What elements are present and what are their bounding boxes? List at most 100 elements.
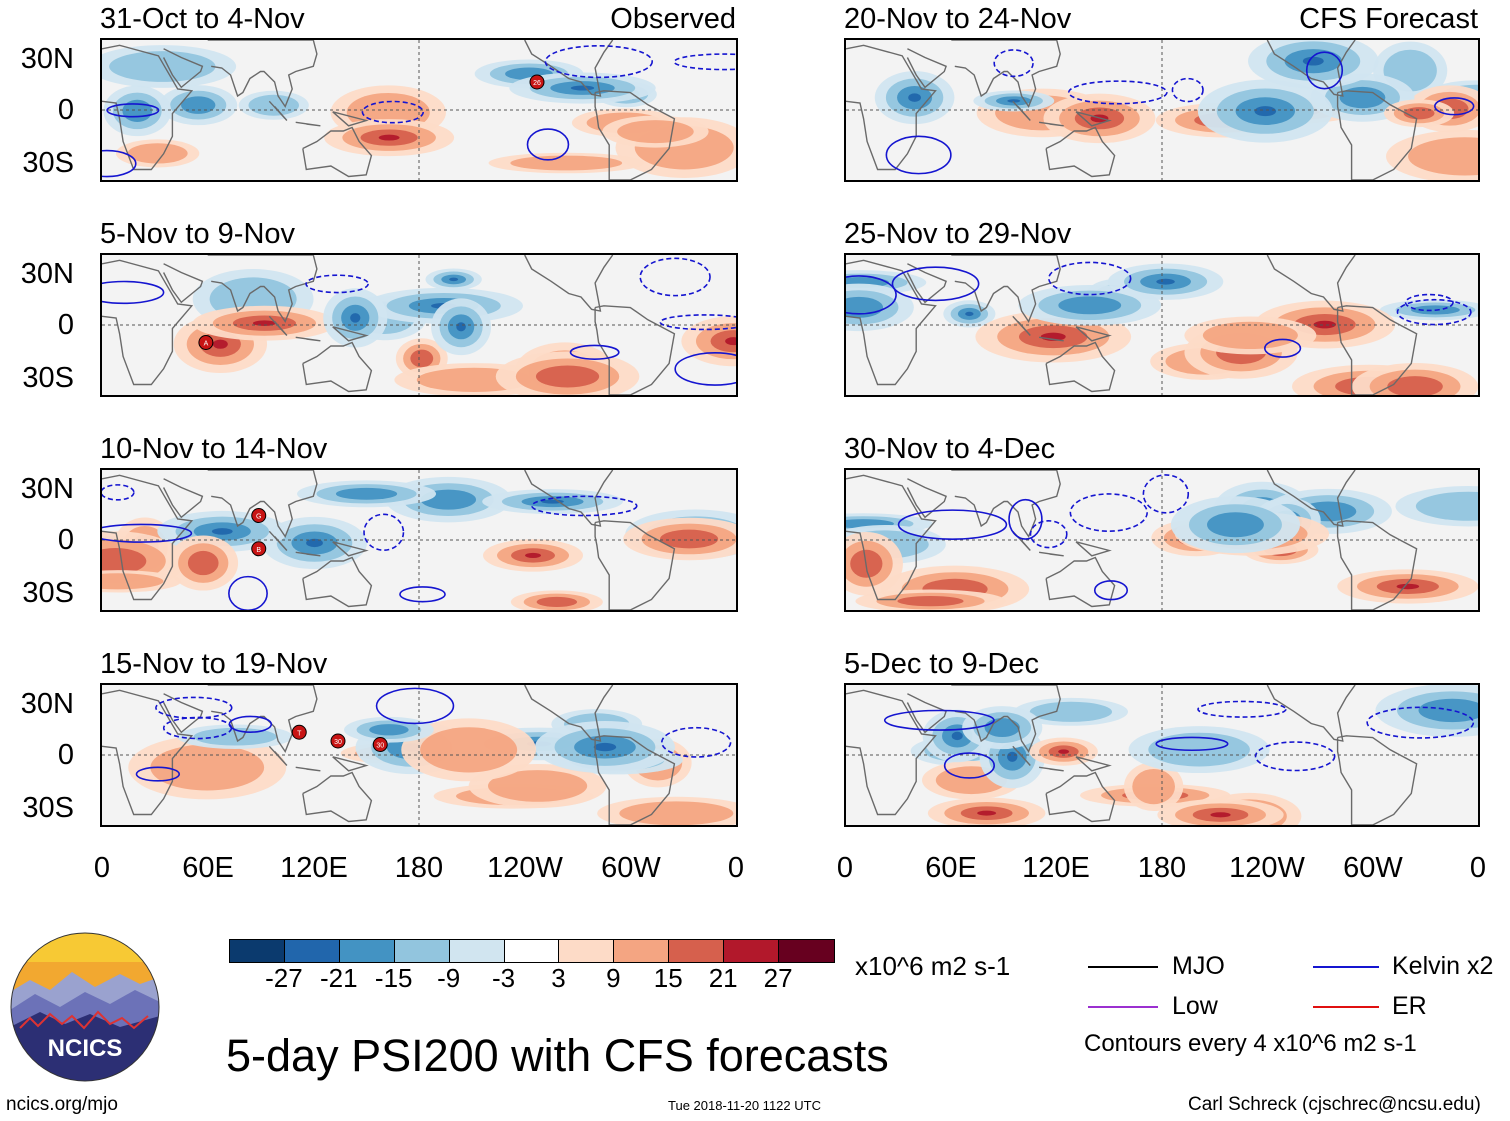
legend-kelvin-label: Kelvin x2 [1392, 952, 1494, 980]
coastline [332, 111, 369, 127]
anomaly-blob [410, 349, 434, 368]
kelvin-contour [363, 513, 405, 552]
anomaly-blob [660, 529, 719, 549]
kelvin-contour [106, 103, 160, 118]
coastline [162, 478, 204, 519]
coastline [1039, 766, 1064, 772]
storm-label: 30 [376, 743, 384, 750]
colorbar-units: x10^6 m2 s-1 [855, 951, 1011, 981]
coastline [951, 470, 1061, 538]
coastline [295, 766, 321, 772]
anomaly-blob [369, 724, 409, 736]
kelvin-contour [1305, 51, 1344, 90]
anomaly-blob [908, 93, 921, 102]
ncics-logo: NCICS [10, 932, 160, 1082]
coastline [1336, 520, 1418, 610]
kelvin-contours [102, 257, 736, 386]
coastline [1336, 90, 1418, 180]
kelvin-contour [1093, 580, 1129, 601]
coastline [1336, 735, 1418, 825]
map-field-7 [846, 470, 1478, 610]
coastline [302, 771, 373, 823]
coastline [1266, 470, 1356, 527]
coastline [332, 326, 369, 342]
map-field-1: 26 [102, 40, 736, 180]
anomaly-blob [1403, 107, 1435, 120]
kelvin-contour [102, 484, 135, 501]
coastline [1075, 756, 1112, 772]
anomaly-blob [510, 155, 623, 171]
kelvin-contour [674, 352, 736, 386]
colorbar-swatch [504, 940, 560, 962]
colorbar-tick-label: 21 [708, 963, 738, 993]
lon-label-0: 0 [93, 852, 111, 884]
coastline [906, 478, 947, 519]
anomaly-blob [487, 770, 588, 802]
legend-mjo-line [1088, 966, 1158, 968]
colorbar-swatch [669, 940, 725, 962]
coastline [268, 315, 288, 336]
anomaly-blob [1210, 812, 1231, 818]
storm-label: G [256, 514, 261, 521]
kelvin-contour [1142, 474, 1190, 514]
colorbar-tick-label: -15 [374, 963, 413, 993]
lat-label-30n: 30N [20, 43, 74, 75]
coastline [906, 263, 947, 304]
lon-label-0-end: 0 [727, 852, 745, 884]
coastline [524, 470, 614, 527]
anomaly-blob [420, 727, 518, 773]
coastlines [102, 685, 676, 825]
lat-label-30s: 30S [22, 577, 74, 609]
coastline [102, 259, 194, 386]
lon-label-120w: 120W [1229, 852, 1305, 884]
map-panel-4: T 30 30 [100, 683, 738, 827]
storm-marker: G [251, 508, 267, 523]
coastline [906, 693, 947, 734]
anomaly-shading [102, 476, 736, 610]
kelvin-contour [1029, 520, 1068, 549]
anomaly-blob [1396, 583, 1420, 590]
kelvin-contour [659, 314, 736, 331]
kelvin-contour [399, 586, 446, 603]
storm-marker: A [198, 335, 214, 350]
kelvin-contours [897, 474, 1190, 601]
anomaly-blob [951, 731, 963, 741]
kelvin-contour [1197, 700, 1287, 718]
anomaly-blob [1302, 56, 1324, 66]
coastline [1075, 326, 1112, 342]
coastline [207, 685, 318, 753]
anomaly-blob [1339, 86, 1386, 109]
coastline [295, 336, 321, 342]
footer-website: ncics.org/mjo [6, 1094, 118, 1115]
coastline [846, 689, 937, 816]
lon-label-120e: 120E [1022, 852, 1090, 884]
anomaly-blob [570, 85, 595, 91]
anomaly-blob [536, 596, 578, 608]
anomaly-blob [593, 742, 617, 752]
panel-title-3: 10-Nov to 14-Nov [100, 433, 328, 465]
colorbar-swatch [559, 940, 615, 962]
coastline [1266, 255, 1356, 312]
anomaly-blob [1254, 106, 1277, 117]
anomaly-shading [173, 268, 736, 395]
coastline [594, 305, 676, 395]
kelvin-contour [1008, 498, 1043, 540]
colorbar-tick-label: -21 [320, 963, 358, 993]
colorbar-swatch [614, 940, 670, 962]
coastline [594, 90, 676, 180]
coastline [162, 48, 204, 89]
storm-marker: 30 [372, 737, 388, 752]
lon-label-120w: 120W [487, 852, 563, 884]
kelvin-contours [102, 45, 736, 178]
kelvin-contour [661, 726, 732, 758]
kelvin-contours [883, 700, 1475, 779]
coastlines [846, 255, 1418, 395]
coastlines [102, 470, 676, 610]
footer-author: Carl Schreck (cjschrec@ncsu.edu) [1188, 1094, 1481, 1115]
anomaly-blob [378, 134, 400, 141]
anomaly-blob [617, 120, 694, 144]
logo-text: NCICS [48, 1035, 123, 1062]
anomaly-blob [350, 313, 361, 323]
coastline [268, 530, 288, 551]
legend-kelvin-line [1313, 966, 1379, 968]
